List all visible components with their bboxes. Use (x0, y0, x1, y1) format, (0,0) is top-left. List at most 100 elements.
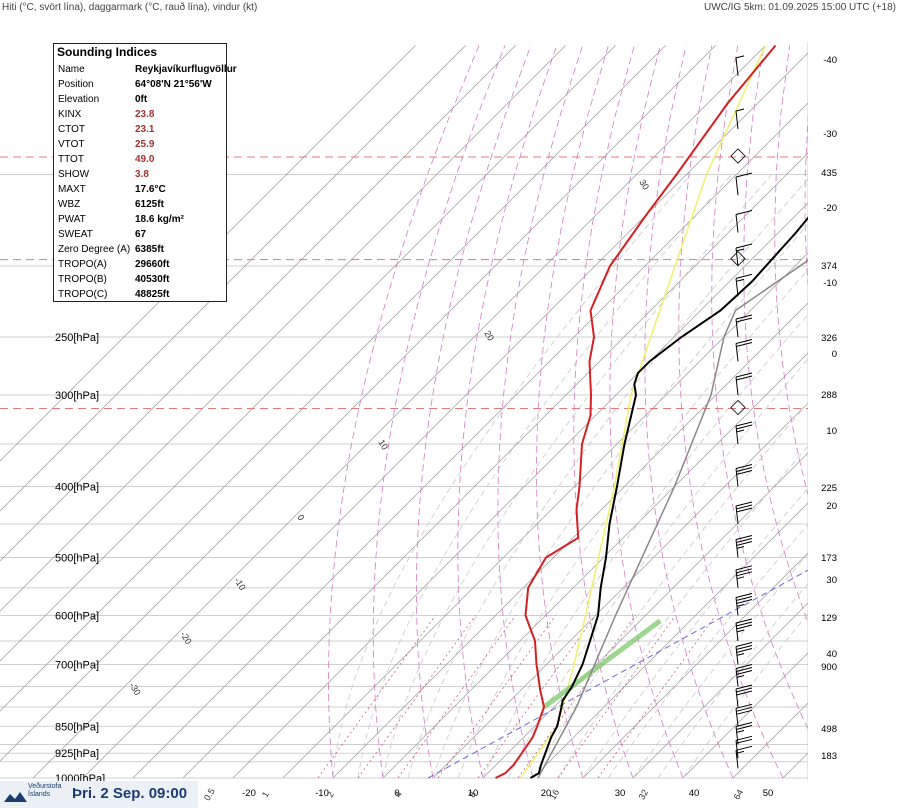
wind-barb-half (736, 604, 745, 607)
tropopause-marker (730, 250, 746, 267)
wind-barb-flag (736, 507, 753, 513)
wind-barb-flag (735, 210, 753, 215)
index-value: 18.6 kg/m² (135, 214, 184, 225)
wind-barb-flag (736, 706, 753, 712)
index-row: TTOT 49.0 (58, 152, 226, 167)
wind-barb-flag (735, 745, 753, 751)
right-axis-label: -10 (823, 278, 837, 289)
wind-barb-half (735, 55, 745, 59)
index-row: TROPO(A) 29660ft (58, 257, 226, 272)
wind-barb-flag (735, 464, 753, 470)
wind-barb (735, 338, 753, 362)
index-row: KINX 23.8 (58, 107, 226, 122)
wind-barb-flag (735, 338, 753, 344)
mixing-ratio-label: 32 (637, 788, 651, 802)
wind-barb (735, 684, 753, 708)
dry-adiabat-line (328, 45, 480, 779)
isotherm-line (0, 45, 716, 762)
x-tick-label: 0 (394, 788, 399, 799)
logo-text-line1: Veðurstofa (28, 783, 62, 790)
wind-barb-flag (736, 504, 753, 510)
pressure-label: 400[hPa] (55, 482, 99, 494)
wind-barb-flag (735, 565, 753, 571)
index-value: 48825ft (135, 289, 170, 300)
index-row: CTOT 23.1 (58, 122, 226, 137)
index-key: Elevation (58, 94, 100, 105)
x-tick-label: -20 (242, 788, 256, 799)
wind-barb-flag (736, 568, 753, 574)
moist-adiabat-line (332, 174, 692, 779)
right-axis-label: 173 (821, 553, 837, 564)
wind-barb-half (736, 248, 745, 252)
wind-barb-flag (735, 703, 753, 709)
wind-barb-half (736, 653, 745, 657)
wind-barb-flag (736, 648, 753, 654)
index-key: TTOT (58, 154, 84, 165)
isotherm-line (132, 102, 808, 779)
index-row: Name Reykjavíkurflugvöllur (58, 62, 237, 77)
wind-barb-flag (736, 341, 753, 347)
wind-barb-flag (736, 375, 753, 381)
wind-barb-flag (735, 273, 753, 279)
wind-barb-flag (736, 467, 753, 473)
moist-adiabat-line (482, 313, 808, 779)
index-row: WBZ 6125ft (58, 197, 226, 212)
wind-barb-flag (735, 593, 753, 598)
isotherm-line (382, 352, 808, 779)
tropopause-marker (730, 148, 746, 164)
index-key: TROPO(B) (58, 274, 107, 285)
mixing-ratio-line (557, 615, 676, 779)
wind-barb-half (736, 429, 745, 433)
moist-adiabat-line (632, 553, 808, 779)
wind-barb (735, 593, 753, 616)
wind-barb (735, 703, 753, 727)
wind-barb (735, 172, 753, 196)
isotherm-label: 0 (295, 513, 306, 523)
reference-parcel-line (537, 259, 808, 779)
isotherm-line (482, 452, 808, 779)
right-axis-label: 326 (821, 333, 837, 344)
wind-barb-half (736, 576, 745, 580)
wind-barb (735, 565, 753, 588)
x-tick-label: 50 (763, 788, 774, 799)
mixing-ratio-line (477, 615, 596, 779)
right-axis-label: 183 (821, 751, 837, 762)
wind-barb (735, 501, 753, 525)
right-axis-label: 900 (821, 662, 837, 673)
index-key: VTOT (58, 139, 85, 150)
index-key: Name (58, 64, 85, 75)
isotherm-line (532, 502, 808, 779)
right-axis-label: 288 (821, 390, 837, 401)
wind-barb (735, 664, 753, 687)
isotherm-line (432, 402, 808, 779)
index-value: 6125ft (135, 199, 164, 210)
index-value: 3.8 (135, 169, 149, 180)
dry-adiabat-line (834, 46, 900, 779)
index-key: CTOT (58, 124, 86, 135)
pressure-label: 700[hPa] (55, 660, 99, 672)
temperature-line (529, 216, 808, 779)
wind-barb (735, 735, 753, 759)
wind-barb-flag (736, 645, 753, 651)
wind-barb (735, 535, 753, 558)
mixing-ratio-line (597, 615, 716, 779)
wind-barb-flag (735, 172, 753, 178)
isotherm-label: 10 (376, 438, 390, 452)
mixing-ratio-label: 64 (732, 788, 746, 802)
moist-adiabat-line (657, 582, 808, 779)
isotherm-line (232, 202, 808, 779)
dry-adiabat-line (804, 113, 808, 288)
index-row: Elevation 0ft (58, 92, 226, 107)
wind-barb-flag (735, 314, 753, 320)
wind-barb (735, 642, 753, 665)
wind-barb (735, 464, 753, 487)
wind-barb-flag (735, 535, 753, 540)
x-tick-label: 30 (615, 788, 626, 799)
logo-text-line2: Íslands (28, 791, 51, 798)
wind-barb (735, 210, 753, 233)
index-row: SWEAT 67 (58, 227, 226, 242)
wind-barb-flag (735, 684, 753, 690)
wind-barb-flag (736, 571, 753, 577)
isotherm-line (0, 45, 666, 712)
